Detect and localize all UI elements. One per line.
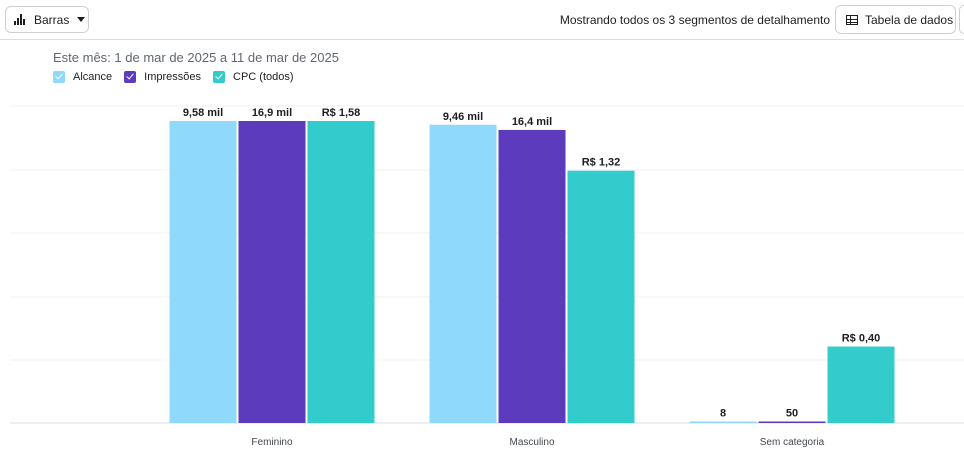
legend-label: Alcance <box>73 71 113 83</box>
bar-alcance-1[interactable] <box>429 124 497 423</box>
legend-label: CPC (todos) <box>233 71 294 83</box>
date-range-label: Este mês: 1 de mar de 2025 a 11 de mar d… <box>53 50 339 65</box>
chart-toolbar: Barras Mostrando todos os 3 segmentos de… <box>0 0 964 40</box>
checkbox-icon[interactable] <box>213 71 225 83</box>
bar-chart-icon <box>14 14 26 25</box>
bar-alcance-0[interactable] <box>169 121 237 423</box>
legend-item-cpc[interactable]: CPC (todos) <box>213 71 294 83</box>
bar-cpc-todos--0[interactable] <box>307 121 375 423</box>
bar-cpc-todos--1[interactable] <box>567 170 635 423</box>
bar-value-label: R$ 1,32 <box>582 157 621 169</box>
caret-down-icon <box>77 17 86 22</box>
bar-impress-es-1[interactable] <box>498 129 566 423</box>
bar-impress-es-2[interactable] <box>758 421 826 424</box>
bar-value-label: 8 <box>720 408 726 420</box>
bar-value-label: 16,9 mil <box>252 107 292 119</box>
bar-value-label: 9,46 mil <box>443 111 483 123</box>
checkbox-icon[interactable] <box>53 71 65 83</box>
x-tick-label: Sem categoria <box>760 437 825 448</box>
bar-value-label: R$ 1,58 <box>322 107 361 119</box>
chart-type-dropdown[interactable]: Barras <box>5 6 89 33</box>
checkbox-icon[interactable] <box>124 71 137 83</box>
chart-legend: Alcance Impressões CPC (todos) <box>53 71 306 83</box>
legend-item-impressoes[interactable]: Impressões <box>124 71 201 83</box>
legend-label: Impressões <box>144 71 201 83</box>
x-tick-label: Feminino <box>251 437 293 448</box>
bar-value-label: 50 <box>786 408 798 420</box>
segments-status: Mostrando todos os 3 segmentos de detalh… <box>559 13 830 27</box>
bar-value-label: R$ 0,40 <box>842 333 881 345</box>
data-table-button[interactable]: Tabela de dados <box>835 5 956 34</box>
x-tick-label: Masculino <box>509 437 554 448</box>
bar-impress-es-0[interactable] <box>238 121 306 423</box>
data-table-label: Tabela de dados <box>865 12 954 27</box>
bar-cpc-todos--2[interactable] <box>827 346 895 423</box>
table-icon <box>846 14 858 25</box>
bar-value-label: 16,4 mil <box>512 116 552 128</box>
legend-item-alcance[interactable]: Alcance <box>53 71 112 83</box>
overflow-button[interactable] <box>959 5 964 34</box>
bar-value-label: 9,58 mil <box>183 107 223 119</box>
bar-alcance-2[interactable] <box>689 421 757 424</box>
chart-type-label: Barras <box>34 12 70 27</box>
